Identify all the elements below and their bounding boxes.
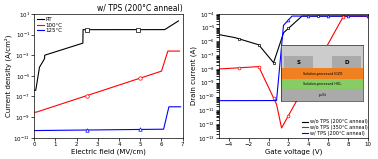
Line: w/o TPS (200°C anneal): w/o TPS (200°C anneal): [219, 16, 368, 63]
X-axis label: Electric field (MV/cm): Electric field (MV/cm): [71, 148, 146, 155]
w/o TPS (350°C anneal): [366, 15, 370, 17]
RT: [176, 20, 181, 22]
125°C: [158, 128, 163, 130]
Line: RT: RT: [34, 21, 178, 90]
w/o TPS (350°C anneal): [341, 15, 346, 17]
w/ TPS (200°C anneal): [226, 100, 231, 102]
w/o TPS (350°C anneal): [312, 69, 316, 70]
RT: [119, 29, 124, 31]
Line: w/o TPS (350°C anneal): w/o TPS (350°C anneal): [219, 16, 368, 128]
125°C: [121, 129, 125, 131]
w/o TPS (200°C anneal): [312, 15, 316, 17]
w/o TPS (200°C anneal): [366, 15, 370, 17]
125°C: [117, 129, 121, 131]
100°C: [41, 109, 45, 111]
125°C: [143, 128, 147, 130]
Y-axis label: Drain current (A): Drain current (A): [190, 46, 197, 105]
w/o TPS (350°C anneal): [226, 67, 231, 69]
125°C: [125, 129, 130, 131]
w/ TPS (200°C anneal): [217, 100, 222, 102]
100°C: [32, 111, 36, 113]
100°C: [166, 50, 170, 52]
100°C: [116, 84, 121, 86]
w/o TPS (200°C anneal): [304, 15, 308, 17]
125°C: [32, 130, 36, 131]
100°C: [177, 50, 182, 52]
w/o TPS (350°C anneal): [217, 68, 222, 70]
w/o TPS (200°C anneal): [226, 35, 231, 37]
w/ TPS (200°C anneal): [303, 15, 308, 17]
Line: 100°C: 100°C: [34, 51, 180, 112]
RT: [124, 29, 128, 31]
RT: [32, 89, 36, 91]
w/o TPS (350°C anneal): [330, 36, 334, 38]
Line: 125°C: 125°C: [34, 107, 181, 131]
w/o TPS (350°C anneal): [303, 84, 308, 86]
RT: [116, 29, 120, 31]
w/ TPS (200°C anneal): [312, 15, 316, 17]
125°C: [178, 106, 183, 108]
w/ TPS (200°C anneal): [307, 15, 312, 17]
w/ TPS (200°C anneal): [345, 15, 350, 17]
RT: [41, 60, 45, 62]
w/o TPS (200°C anneal): [307, 15, 312, 17]
w/o TPS (350°C anneal): [279, 127, 284, 129]
w/ TPS (200°C anneal): [290, 15, 294, 17]
100°C: [120, 83, 125, 85]
100°C: [142, 76, 147, 78]
125°C: [167, 106, 171, 108]
w/o TPS (200°C anneal): [271, 62, 276, 64]
Text: W/L = 1000/150 μm
Vᴅ = 10.1 V: W/L = 1000/150 μm Vᴅ = 10.1 V: [310, 47, 363, 59]
w/ TPS (200°C anneal): [366, 15, 370, 17]
100°C: [124, 82, 129, 83]
X-axis label: Gate voltage (V): Gate voltage (V): [265, 148, 322, 155]
w/o TPS (350°C anneal): [307, 77, 312, 79]
w/o TPS (200°C anneal): [217, 34, 222, 36]
100°C: [157, 71, 161, 73]
w/o TPS (200°C anneal): [345, 15, 350, 17]
RT: [141, 29, 146, 31]
Y-axis label: Current density (A/cm²): Current density (A/cm²): [4, 35, 12, 117]
Line: w/ TPS (200°C anneal): w/ TPS (200°C anneal): [219, 16, 368, 101]
125°C: [41, 130, 45, 131]
Text: w/ TPS (200°C anneal): w/ TPS (200°C anneal): [97, 4, 183, 13]
w/o TPS (200°C anneal): [300, 15, 304, 17]
RT: [156, 29, 161, 31]
w/o TPS (350°C anneal): [345, 15, 350, 17]
w/ TPS (200°C anneal): [330, 15, 334, 17]
Legend: w/o TPS (200°C anneal), w/o TPS (350°C anneal), w/ TPS (200°C anneal): w/o TPS (200°C anneal), w/o TPS (350°C a…: [301, 118, 368, 137]
Legend: RT, 100°C, 125°C: RT, 100°C, 125°C: [36, 16, 63, 35]
w/o TPS (200°C anneal): [330, 15, 335, 17]
